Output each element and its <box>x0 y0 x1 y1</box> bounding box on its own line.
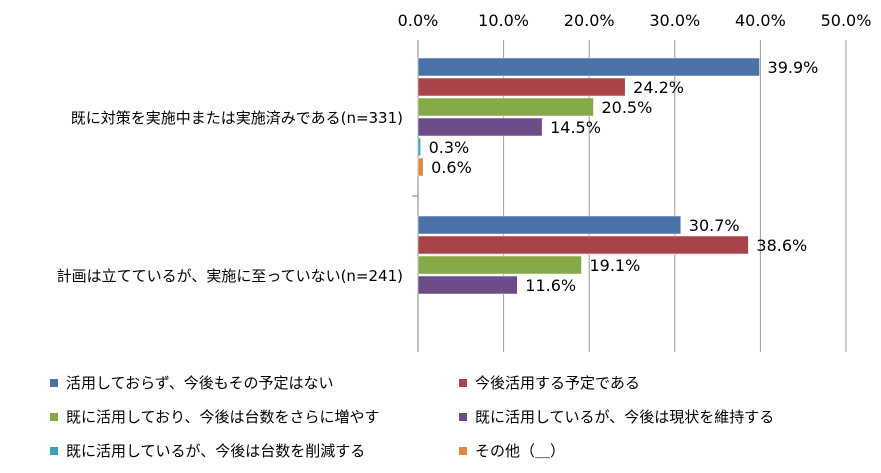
legend-item: 既に活用しているが、今後は台数を削減する <box>50 440 365 461</box>
x-tick-label: 50.0% <box>821 11 872 30</box>
legend-label: 今後活用する予定である <box>475 374 640 392</box>
bar <box>417 117 543 137</box>
bar <box>417 97 594 117</box>
legend-item: 活用しておらず、今後もその予定はない <box>50 372 333 393</box>
legend-label: その他（＿） <box>475 442 566 460</box>
legend-swatch <box>459 412 467 421</box>
bar <box>417 275 518 295</box>
bar <box>417 215 682 235</box>
legend-swatch <box>50 378 58 387</box>
bar <box>417 57 760 77</box>
data-label: 24.2% <box>633 78 684 97</box>
x-tick-label: 20.0% <box>564 11 615 30</box>
x-tick-label: 10.0% <box>478 11 529 30</box>
x-tick-label: 40.0% <box>735 11 786 30</box>
legend-swatch <box>459 446 467 455</box>
legend-label: 活用しておらず、今後もその予定はない <box>66 374 334 392</box>
bar <box>417 157 424 177</box>
data-label: 30.7% <box>689 216 740 235</box>
x-tick-label: 0.0% <box>398 11 439 30</box>
legend-item: 既に活用しているが、今後は現状を維持する <box>459 406 774 427</box>
category-label: 既に対策を実施中または実施済みである(n=331) <box>71 109 403 127</box>
legend-swatch <box>50 412 58 421</box>
legend-item: 今後活用する予定である <box>459 372 640 393</box>
bar <box>417 77 626 97</box>
legend-label: 既に活用しているが、今後は台数を削減する <box>66 442 366 460</box>
bar <box>417 235 749 255</box>
legend-item: 既に活用しており、今後は台数をさらに増やす <box>50 406 380 427</box>
category-label: 計画は立てているが、実施に至っていない(n=241) <box>57 267 403 285</box>
legend-item: その他（＿） <box>459 440 565 461</box>
bar <box>417 255 582 275</box>
bar <box>417 137 421 157</box>
legend-swatch <box>459 378 467 387</box>
legend-label: 既に活用しているが、今後は現状を維持する <box>475 408 775 426</box>
data-label: 11.6% <box>525 276 576 295</box>
legend-label: 既に活用しており、今後は台数をさらに増やす <box>66 408 380 426</box>
data-label: 0.6% <box>431 158 472 177</box>
bar-chart: 0.0% 10.0% 20.0% 30.0% 40.0% 50.0% 既に対策を実施中または… <box>57 11 872 352</box>
legend-swatch <box>50 446 58 455</box>
data-label: 39.9% <box>768 58 819 77</box>
data-label: 0.3% <box>429 138 470 157</box>
x-tick-label: 30.0% <box>649 11 700 30</box>
data-label: 38.6% <box>756 236 807 255</box>
data-label: 14.5% <box>550 118 601 137</box>
data-label: 20.5% <box>601 98 652 117</box>
data-label: 19.1% <box>589 256 640 275</box>
